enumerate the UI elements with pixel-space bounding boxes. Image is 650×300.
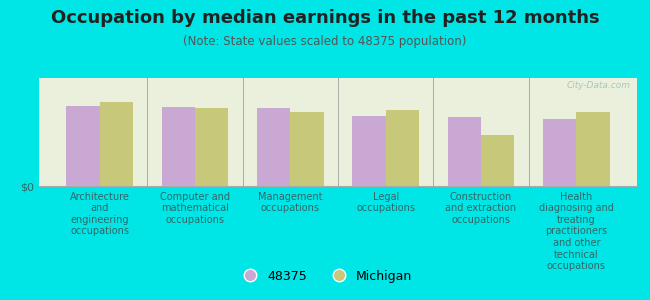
Bar	[195, 108, 228, 186]
Text: Occupation by median earnings in the past 12 months: Occupation by median earnings in the pas…	[51, 9, 599, 27]
Bar	[385, 110, 419, 186]
Bar	[257, 108, 291, 186]
Bar	[66, 106, 99, 186]
Legend: 48375, Michigan: 48375, Michigan	[233, 265, 417, 288]
Text: City-Data.com: City-Data.com	[567, 81, 631, 90]
Bar	[291, 112, 324, 186]
Bar	[577, 112, 610, 186]
Bar	[448, 117, 481, 186]
Text: (Note: State values scaled to 48375 population): (Note: State values scaled to 48375 popu…	[183, 34, 467, 47]
Bar	[162, 107, 195, 186]
Bar	[481, 135, 514, 186]
Bar	[99, 102, 133, 186]
Bar	[543, 119, 577, 186]
Bar	[352, 116, 385, 186]
